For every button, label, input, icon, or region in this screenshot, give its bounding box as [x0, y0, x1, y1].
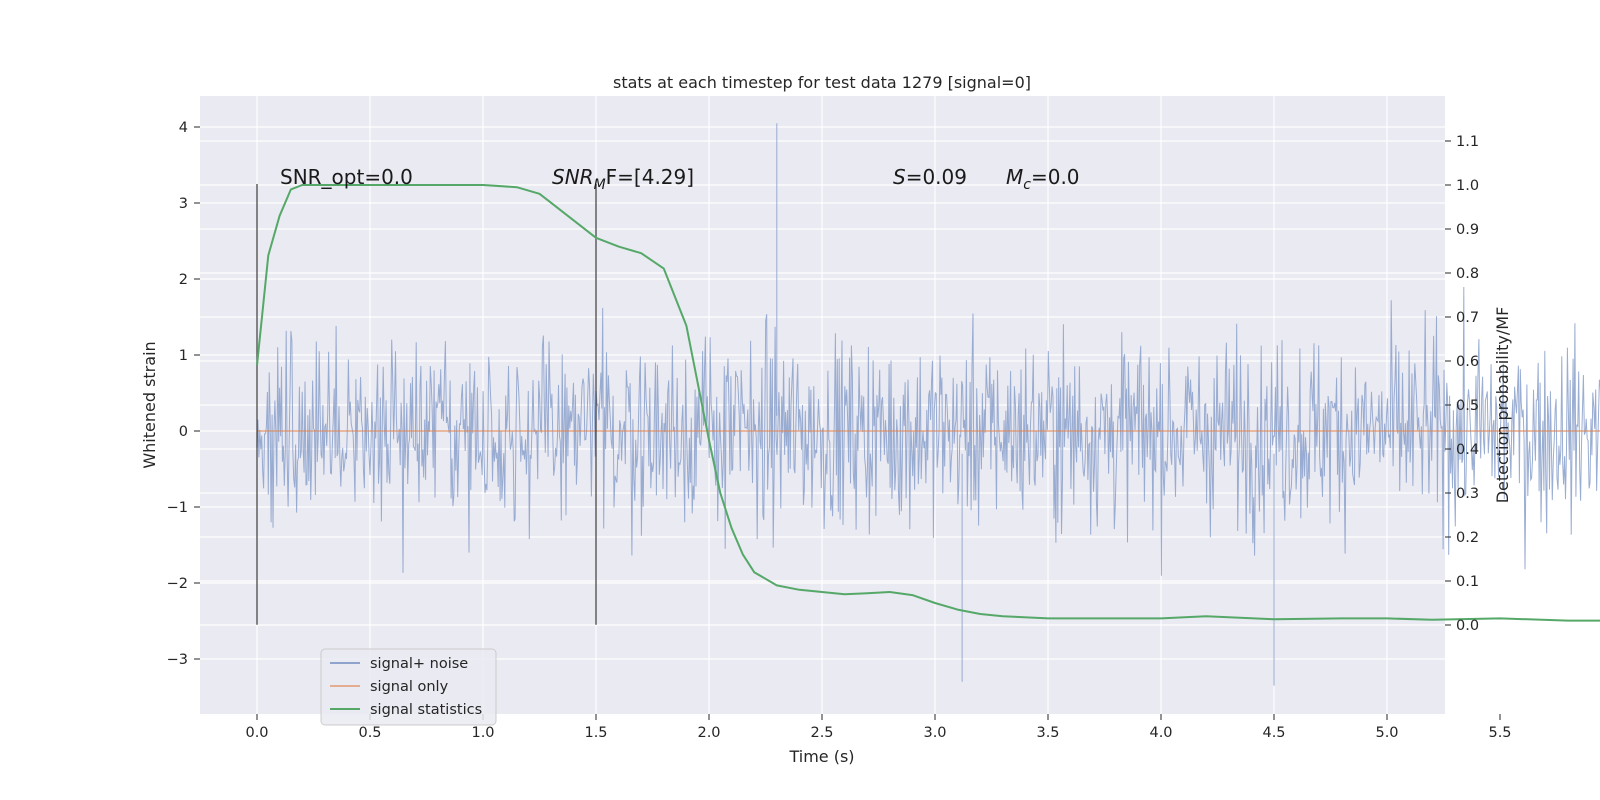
annotation-mc-label: M — [1006, 165, 1023, 189]
y-tick-label: −1 — [167, 500, 188, 516]
legend-box — [320, 648, 497, 726]
x-tick-label: 1.5 — [584, 725, 607, 741]
y-right-tick-label: 0.4 — [1456, 442, 1479, 458]
annotation-snr-mf-sub: M — [594, 177, 606, 193]
annotation-snr-opt: SNR_opt=0.0 — [280, 165, 413, 189]
legend: signal+ noise signal only signal statist… — [320, 648, 497, 726]
y-right-axis-label: Detection probability/MF — [1493, 307, 1512, 504]
y-tick-label: 1 — [179, 348, 188, 364]
annotation-mc-sub: c — [1023, 177, 1031, 193]
x-tick-label: 0.5 — [358, 725, 381, 741]
y-axis-label: Whitened strain — [140, 341, 159, 468]
y-tick-label: 4 — [179, 120, 188, 136]
x-tick-label: 3.0 — [923, 725, 946, 741]
y-right-tick-label: 0.8 — [1456, 266, 1479, 282]
grid — [200, 96, 1501, 714]
vertical-markers — [256, 184, 597, 625]
y-tick-label: 3 — [179, 196, 188, 212]
x-tick-label: 1.0 — [471, 725, 494, 741]
y-right-tick-label: 0.0 — [1456, 618, 1479, 634]
annotation-s-label: S — [893, 165, 906, 189]
annotation-s-value: =0.09 — [906, 165, 967, 189]
y-tick-label: −3 — [167, 652, 188, 668]
annotation-snr-mf-rest: F=[4.29] — [606, 165, 694, 189]
chart-title: stats at each timestep for test data 127… — [613, 73, 1031, 92]
y-right-tick-label: 1.1 — [1456, 134, 1479, 150]
statistics-series — [256, 184, 1600, 622]
y-right-tick-label: 0.9 — [1456, 222, 1479, 238]
annotation-snr-mf: SNRMF=[4.29] — [552, 165, 694, 193]
annotation-mc: Mc=0.0 — [1006, 165, 1080, 193]
x-tick-label: 4.5 — [1262, 725, 1285, 741]
statistics-line — [256, 184, 1600, 622]
legend-label-signal: signal only — [370, 679, 449, 695]
x-tick-label: 4.0 — [1149, 725, 1172, 741]
x-axis-ticks: 0.00.51.01.52.02.53.03.54.04.55.05.56.06… — [245, 714, 1512, 741]
x-tick-label: 0.0 — [245, 725, 268, 741]
legend-label-stats: signal statistics — [370, 702, 482, 718]
y-right-tick-label: 0.2 — [1456, 530, 1479, 546]
annotation-snr-mf-main: SNR — [552, 165, 594, 189]
y-right-tick-label: 0.3 — [1456, 486, 1479, 502]
x-tick-label: 5.0 — [1375, 725, 1398, 741]
y-right-tick-label: 1.0 — [1456, 178, 1479, 194]
y-tick-label: 2 — [179, 272, 188, 288]
noise-line — [256, 123, 1600, 686]
y-axis-ticks: 4 3 2 1 0 −1 −2 −3 — [167, 120, 200, 668]
y-right-tick-label: 0.5 — [1456, 398, 1479, 414]
noise-series — [256, 123, 1600, 686]
annotation-mc-value: =0.0 — [1031, 165, 1080, 189]
y-right-axis-ticks: 1.1 1.0 0.9 0.8 0.7 0.6 0.5 0.4 0.3 0.2 0.1 0.0 — [1445, 134, 1479, 634]
y-right-tick-label: 0.1 — [1456, 574, 1479, 590]
x-axis-label: Time (s) — [788, 747, 854, 766]
x-tick-label: 2.0 — [697, 725, 720, 741]
x-tick-label: 3.5 — [1036, 725, 1059, 741]
y-tick-label: 0 — [179, 424, 188, 440]
y-tick-label: −2 — [167, 576, 188, 592]
legend-label-noise: signal+ noise — [370, 656, 468, 672]
y-right-tick-label: 0.7 — [1456, 310, 1479, 326]
y-right-tick-label: 0.6 — [1456, 354, 1479, 370]
x-tick-label: 5.5 — [1488, 725, 1511, 741]
x-tick-label: 2.5 — [810, 725, 833, 741]
annotation-s: S=0.09 — [893, 165, 967, 189]
